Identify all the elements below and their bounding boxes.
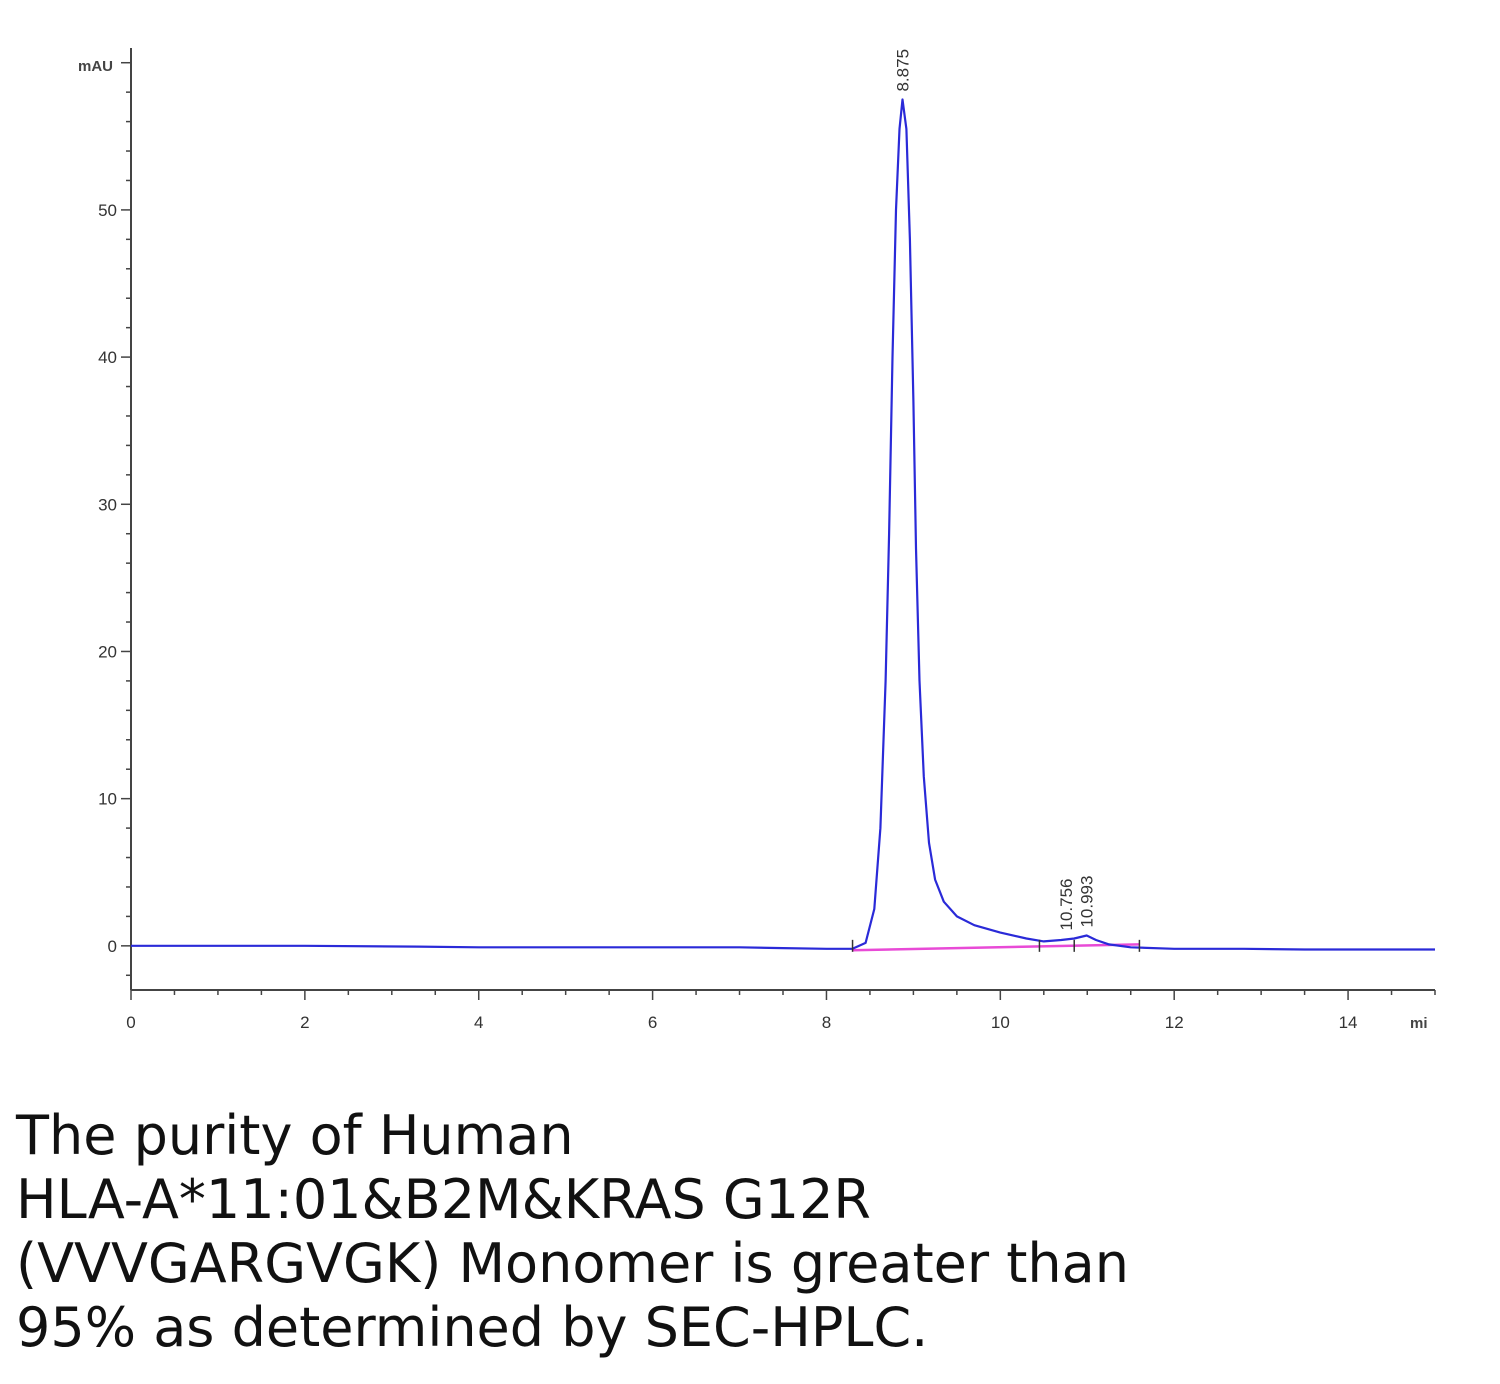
peak-label: 10.756: [1057, 878, 1076, 930]
integration-baseline: [852, 943, 1140, 952]
caption-line: 95% as determined by SEC-HPLC.: [16, 1296, 929, 1359]
axes: [130, 48, 1435, 991]
x-tick-label: 10: [991, 1013, 1010, 1032]
x-tick-label: 14: [1339, 1013, 1358, 1032]
x-tick-label: 2: [300, 1013, 309, 1032]
y-tick-label: 50: [98, 201, 117, 220]
y-tick-label: 40: [98, 348, 117, 367]
peak-label: 10.993: [1078, 876, 1097, 928]
chromatogram-chart: 0 10 20 30 40 50 0 2 4 6 8 10 12 14 8.875 10.756 10.993…: [78, 48, 1436, 1032]
x-tick-label: 4: [474, 1013, 483, 1032]
x-tick-label: 0: [126, 1013, 135, 1032]
x-tick-label: 8: [822, 1013, 831, 1032]
y-tick-label: 0: [108, 937, 117, 956]
caption-line: The purity of Human: [16, 1104, 574, 1167]
x-tick-label: 12: [1165, 1013, 1184, 1032]
chromatogram-trace: [131, 98, 1435, 951]
ticks: 0 10 20 30 40 50 0 2 4 6 8 10 12 14: [98, 61, 1436, 1032]
y-tick-label: 10: [98, 790, 117, 809]
x-unit-label: mi: [1410, 1015, 1428, 1032]
y-unit-label: mAU: [78, 58, 113, 75]
y-tick-label: 20: [98, 642, 117, 661]
caption-line: HLA-A*11:01&B2M&KRAS G12R: [16, 1168, 871, 1231]
data-marks: 8.875 10.756 10.993: [131, 49, 1435, 952]
x-tick-label: 6: [648, 1013, 657, 1032]
caption-line: (VVVGARGVGK) Monomer is greater than: [16, 1232, 1129, 1295]
peak-label: 8.875: [894, 49, 913, 92]
y-tick-label: 30: [98, 495, 117, 514]
figure-caption: The purity of Human HLA-A*11:01&B2M&KRAS…: [16, 1104, 1416, 1360]
